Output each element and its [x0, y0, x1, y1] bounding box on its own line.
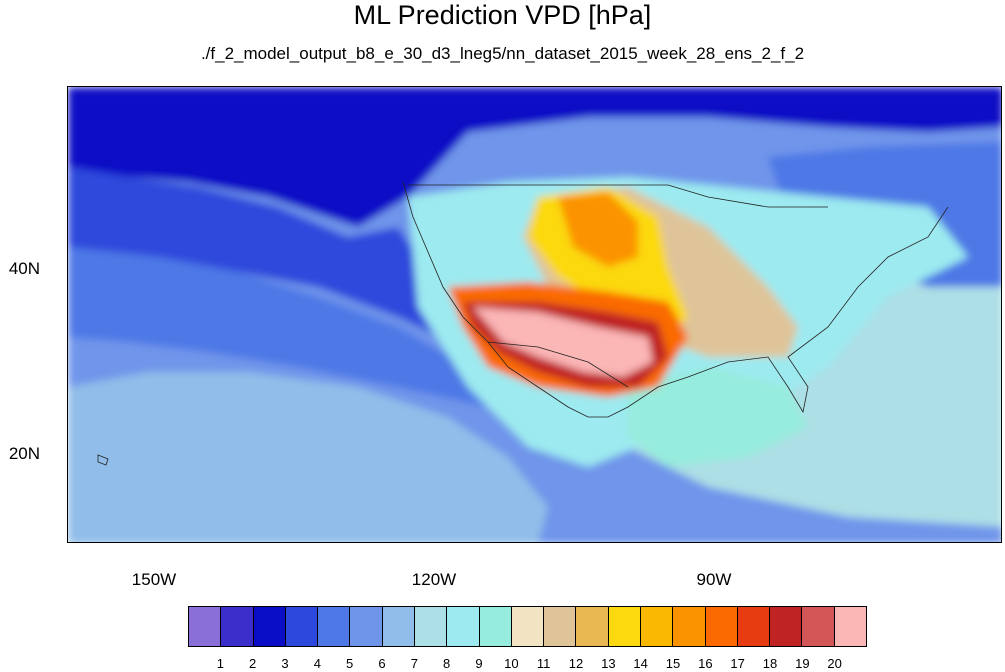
colorbar-label: 18: [762, 656, 778, 671]
colorbar-box: [673, 607, 706, 646]
colorbar-label: 5: [346, 656, 354, 671]
field-subtropic-light: [68, 372, 548, 542]
colorbar-box: [705, 607, 738, 646]
lat-label-40n: 40N: [8, 259, 40, 278]
colorbar-box: [447, 607, 480, 646]
colorbar-label: 19: [795, 656, 810, 671]
colorbar-box: [318, 607, 351, 646]
coastlines: [97, 181, 949, 466]
colorbar-label: 16: [698, 656, 713, 671]
field-north-pacific: [68, 87, 1001, 227]
colorbar-box: [834, 607, 866, 646]
us-mexico-border: [487, 341, 629, 388]
lat-label-20n: 20N: [8, 444, 40, 463]
colorbar-box: [576, 607, 609, 646]
field-gulf: [628, 367, 808, 467]
lon-label-120w: 120W: [411, 570, 457, 589]
colorbar: [188, 606, 867, 647]
colorbar-label: 11: [536, 656, 551, 671]
colorbar-label: 15: [665, 656, 681, 671]
colorbar-box: [221, 607, 254, 646]
colorbar-box: [285, 607, 319, 646]
field-pacific-dark: [68, 167, 463, 347]
colorbar-label: 8: [443, 656, 451, 671]
colorbar-label: 2: [249, 656, 257, 671]
colorbar-box: [382, 607, 415, 646]
colorbar-box: [350, 607, 383, 646]
field-southwest-pink: [473, 307, 653, 377]
colorbar-label: 14: [633, 656, 648, 671]
colorbar-box: [479, 607, 512, 646]
colorbar-label: 12: [568, 656, 584, 671]
colorbar-box: [802, 607, 835, 646]
us-canada-border: [408, 184, 828, 208]
colorbar-box: [253, 607, 286, 646]
colorbar-labels: 1 2 3 4 5 6 7 8 9 10 11 12 13 14 15 16 17 18 19 20: [188, 656, 867, 672]
colorbar-label: 9: [475, 656, 483, 671]
colorbar-box: [544, 607, 577, 646]
lon-label-90w: 90W: [696, 570, 732, 589]
colorbar-box: [770, 607, 803, 646]
lon-label-150w: 150W: [131, 570, 177, 589]
colorbar-label: 6: [378, 656, 386, 671]
field-plains-orange: [558, 192, 638, 267]
vpd-map: [67, 86, 1002, 543]
plot-title: ML Prediction VPD [hPa]: [353, 0, 652, 30]
colorbar-label: 17: [730, 656, 745, 671]
hawaii-island: [97, 454, 109, 466]
colorbar-label: 3: [281, 656, 289, 671]
vpd-field: [68, 87, 1001, 542]
vpd-field-svg: [68, 87, 1001, 542]
colorbar-box: [414, 607, 448, 646]
colorbar-label: 13: [601, 656, 616, 671]
colorbar-label: 1: [216, 656, 224, 671]
colorbar-box: [189, 607, 222, 646]
colorbar-label: 7: [410, 656, 418, 671]
field-pacific-mid: [68, 247, 488, 407]
plot-subtitle: ./f_2_model_output_b8_e_30_d3_lneg5/nn_d…: [200, 44, 805, 63]
colorbar-box: [640, 607, 674, 646]
colorbar-box: [737, 607, 771, 646]
colorbar-label: 20: [827, 656, 842, 671]
colorbar-box: [608, 607, 641, 646]
colorbar-label: 4: [313, 656, 321, 671]
colorbar-label: 10: [504, 656, 519, 671]
north-america-coast: [402, 181, 949, 418]
colorbar-box: [511, 607, 545, 646]
field-east-atlantic: [628, 277, 1001, 527]
